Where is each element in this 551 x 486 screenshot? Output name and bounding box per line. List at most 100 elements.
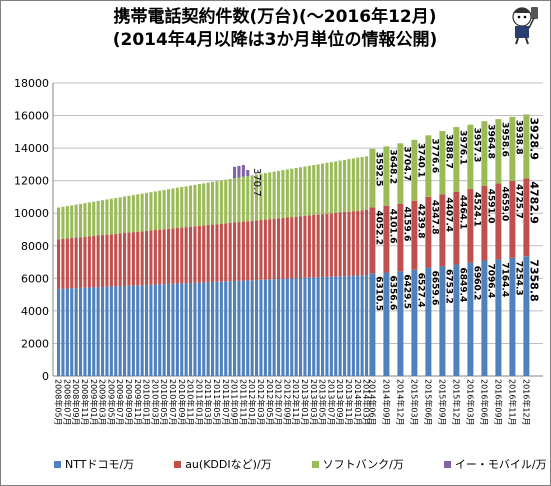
bar-au — [228, 222, 232, 282]
bar-au — [509, 180, 516, 258]
bar-docomo — [167, 283, 171, 376]
bar-au — [411, 200, 418, 270]
bar-softbank — [153, 191, 157, 231]
bar-docomo — [96, 287, 100, 376]
bar-docomo — [307, 277, 311, 376]
bar-au — [453, 191, 460, 265]
bar-docomo — [277, 279, 281, 376]
bar-softbank — [184, 186, 188, 228]
bar-docomo — [228, 281, 232, 376]
bar-au — [397, 203, 404, 272]
bar-docomo — [131, 285, 135, 376]
x-tick-label: 2008年05月 — [54, 379, 64, 426]
bar-au — [307, 215, 311, 278]
bar-softbank — [397, 143, 404, 204]
data-label-au: 4101.6 — [387, 209, 397, 244]
x-tick-label: 2010年05月 — [159, 379, 169, 426]
bar-softbank — [294, 167, 298, 217]
y-tick-label: 8000 — [21, 240, 49, 253]
x-tick-label: 2011年05月 — [212, 379, 222, 426]
data-label-au: 4591.0 — [485, 189, 495, 224]
bar-softbank — [369, 148, 376, 208]
bar-au — [79, 237, 83, 288]
bar-docomo — [263, 279, 267, 376]
data-label-docomo: 6429.5 — [401, 274, 411, 309]
data-label-au: 4347.8 — [429, 200, 439, 235]
bar-softbank — [197, 184, 201, 226]
bar-softbank — [411, 139, 418, 201]
y-tick-label: 18000 — [14, 77, 49, 90]
bar-au — [65, 238, 69, 289]
bar-au — [149, 230, 153, 285]
bar-docomo — [303, 277, 307, 376]
bar-docomo — [57, 288, 61, 376]
bar-softbank — [211, 181, 215, 225]
bar-au — [189, 226, 193, 283]
bar-softbank — [321, 163, 325, 215]
bar-docomo — [184, 283, 188, 376]
bar-docomo — [87, 287, 91, 376]
bar-au — [316, 214, 320, 278]
legend-swatch-docomo — [54, 460, 61, 468]
bar-softbank — [109, 198, 113, 235]
bar-au — [338, 212, 342, 277]
legend-swatch-emobile — [443, 460, 451, 468]
bar-docomo — [224, 281, 228, 376]
bar-docomo — [316, 277, 320, 376]
bar-docomo — [411, 269, 418, 376]
bar-softbank — [241, 176, 245, 222]
bar-softbank — [140, 193, 144, 232]
data-label-softbank: 3704.7 — [401, 146, 411, 181]
bar-au — [211, 224, 215, 282]
bar-emobile — [237, 165, 241, 178]
bar-softbank — [523, 114, 530, 179]
bar-docomo — [290, 278, 294, 376]
bar-softbank — [233, 178, 237, 223]
bar-softbank — [61, 206, 65, 239]
bar-softbank — [268, 172, 272, 220]
bar-softbank — [509, 116, 516, 181]
bar-softbank — [105, 199, 109, 235]
data-label-softbank: 3776.6 — [429, 138, 439, 173]
bar-au — [351, 211, 355, 276]
bar-au — [193, 226, 197, 283]
bar-docomo — [171, 283, 175, 376]
x-tick-label: 2012年01月 — [247, 379, 257, 426]
bar-docomo — [215, 281, 219, 376]
x-tick-label: 2015年12月 — [451, 379, 461, 426]
bar-docomo — [255, 280, 259, 376]
bar-au — [140, 231, 144, 286]
bar-softbank — [219, 180, 223, 224]
bar-softbank — [162, 189, 166, 230]
bar-au — [303, 215, 307, 278]
bar-softbank — [307, 165, 311, 216]
legend-item-softbank: ソフトバンク/万 — [311, 455, 404, 473]
bar-softbank — [383, 146, 390, 206]
x-tick-label: 2009年05月 — [106, 379, 116, 426]
bar-softbank — [175, 187, 179, 228]
data-label-softbank: 3938.8 — [513, 120, 523, 155]
bar-docomo — [523, 256, 530, 376]
data-label-docomo: 6849.4 — [457, 268, 467, 303]
bar-au — [92, 235, 96, 288]
x-tick-label: 2010年03月 — [150, 379, 160, 426]
bar-docomo — [369, 273, 376, 376]
bar-docomo — [294, 278, 298, 376]
bar-docomo — [383, 272, 390, 376]
data-label-au: 4464.1 — [457, 195, 467, 230]
bar-docomo — [347, 275, 351, 376]
bar-au — [96, 235, 100, 288]
x-tick-label: 2016年09月 — [493, 379, 503, 426]
bar-au — [268, 219, 272, 280]
bar-au — [425, 196, 432, 268]
bar-docomo — [211, 281, 215, 376]
bar-au — [202, 225, 206, 283]
bar-au — [87, 236, 91, 288]
y-tick-label: 10000 — [14, 207, 49, 220]
bar-au — [219, 223, 223, 282]
bar-softbank — [281, 170, 285, 218]
bar-docomo — [65, 288, 69, 376]
legend-swatch-au — [174, 460, 182, 468]
x-tick-label: 2014年09月 — [381, 379, 391, 426]
x-tick-label: 2014年03月 — [362, 379, 372, 426]
